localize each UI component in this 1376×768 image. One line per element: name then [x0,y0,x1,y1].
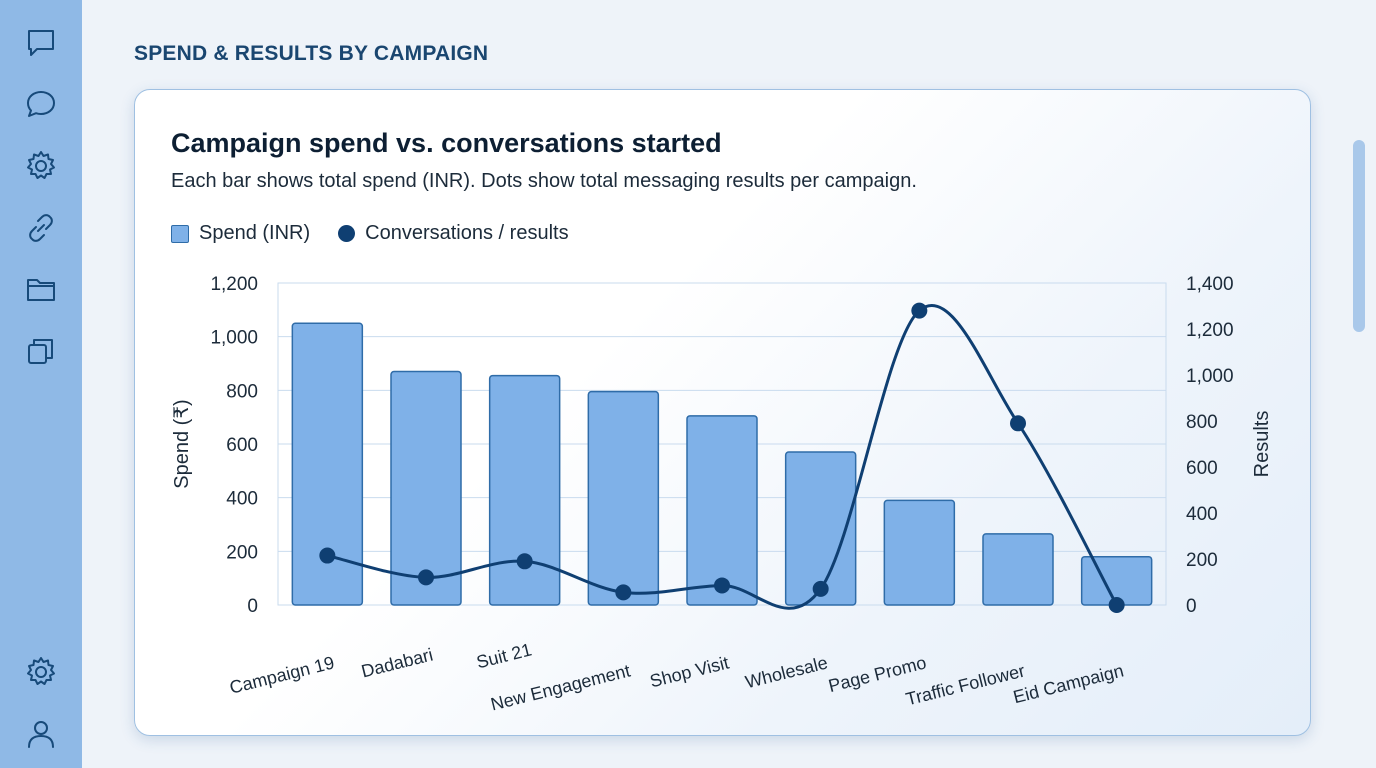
y2-tick-label: 1,200 [1186,320,1234,341]
bar-spend [784,451,857,606]
bar-spend [488,374,561,606]
chat-bubble-icon[interactable] [22,85,60,123]
results-point [418,569,434,586]
results-point [1108,597,1125,613]
results-point [516,553,533,570]
y2-tick-label: 400 [1186,504,1218,525]
y2-tick-label: 200 [1186,550,1218,571]
legend-label-spend: Spend (INR) [199,222,311,244]
y2-tick-label: 800 [1186,412,1218,433]
y-tick-label: 200 [226,542,258,563]
scrollbar-thumb[interactable] [1353,140,1365,332]
legend-dot-swatch [338,225,356,242]
copy-icon[interactable] [22,332,60,370]
results-point [1010,415,1026,432]
results-point [714,577,730,594]
legend-item-results: Conversations / results [338,222,569,245]
bar-spend [686,415,758,606]
x-tick-label: New Engagement [489,660,633,714]
bar-spend [883,499,956,606]
gear-icon[interactable] [22,653,60,691]
link-icon[interactable] [22,209,60,247]
y2-tick-label: 1,000 [1186,366,1234,387]
y-tick-label: 600 [226,435,258,456]
bar-spend [390,370,462,606]
bar-spend [982,533,1054,606]
folder-icon[interactable] [22,270,60,308]
bar-spend [587,390,660,606]
x-tick-label: Dadabari [359,644,435,681]
x-tick-label: Suit 21 [474,639,533,672]
legend-item-spend: Spend (INR) [171,222,310,245]
x-tick-label: Shop Visit [648,652,731,691]
y-tick-label: 400 [226,489,258,510]
chart-title: Campaign spend vs. conversations started [171,128,722,158]
y2-tick-label: 0 [1186,596,1197,617]
y-tick-label: 1,200 [210,274,258,295]
page-title: SPEND & RESULTS BY CAMPAIGN [134,42,489,65]
x-tick-label: Eid Campaign [1011,660,1126,707]
y-tick-label: 0 [247,596,258,617]
results-point [911,302,928,319]
x-tick-label: Wholesale [743,652,829,692]
legend-bar-swatch [171,224,189,243]
y-axis-title: Spend (₹) [171,399,193,488]
y2-tick-label: 1,400 [1186,274,1234,295]
chat-square-icon[interactable] [22,24,60,62]
legend-label-results: Conversations / results [365,222,569,244]
results-point [615,584,632,601]
gear-icon[interactable] [22,147,60,185]
y-tick-label: 800 [226,381,258,402]
results-point [812,580,829,597]
user-icon[interactable] [22,715,60,753]
chart-subtitle: Each bar shows total spend (INR). Dots s… [171,170,917,192]
bar-spend [291,322,364,606]
sidebar [0,0,82,768]
x-tick-label: Campaign 19 [228,652,337,697]
y2-axis-title: Results [1251,411,1273,478]
results-line [327,304,1118,610]
chart-legend: Spend (INR) Conversations / results [171,222,597,245]
y2-tick-label: 600 [1186,458,1218,479]
results-point [319,547,336,564]
y-tick-label: 1,000 [210,328,258,349]
